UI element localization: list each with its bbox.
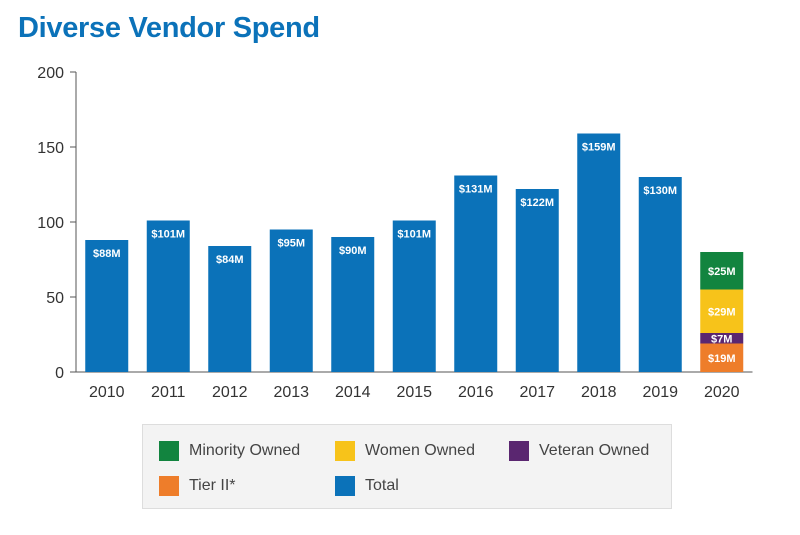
legend-item-minority-owned: Minority Owned — [159, 441, 300, 461]
x-tick-label: 2013 — [273, 384, 309, 401]
bar-total-2019 — [638, 177, 682, 372]
data-label: $90M — [339, 245, 367, 257]
legend-swatch-veteran-owned — [509, 441, 529, 461]
bar-total-2017 — [515, 189, 559, 372]
bar-minority-owned-2020 — [700, 252, 744, 290]
bar-total-2011 — [146, 220, 190, 372]
x-tick-label: 2019 — [642, 384, 678, 401]
x-tick-label: 2015 — [396, 384, 432, 401]
bar-tier-ii-2020 — [700, 343, 744, 372]
x-tick-label: 2016 — [458, 384, 494, 401]
data-label: $159M — [582, 142, 616, 154]
data-label: $19M — [708, 353, 736, 365]
x-tick-label: 2020 — [704, 384, 740, 401]
y-tick-label: 200 — [37, 65, 64, 82]
legend-swatch-minority-owned — [159, 441, 179, 461]
x-tick-label: 2010 — [89, 384, 125, 401]
bar-women-owned-2020 — [700, 289, 744, 333]
data-label: $88M — [93, 248, 121, 260]
legend-label-minority-owned: Minority Owned — [189, 442, 301, 459]
data-label: $130M — [643, 185, 677, 197]
bar-total-2018 — [577, 133, 621, 372]
x-tick-label: 2018 — [581, 384, 617, 401]
bar-total-2016 — [454, 175, 498, 372]
data-label: $84M — [216, 254, 244, 266]
x-tick-label: 2012 — [212, 384, 248, 401]
x-tick-label: 2011 — [151, 384, 186, 401]
data-label: $95M — [277, 238, 305, 250]
x-tick-label: 2017 — [519, 384, 555, 401]
legend-label-veteran-owned: Veteran Owned — [539, 442, 650, 459]
data-label: $101M — [397, 229, 431, 241]
legend-item-women-owned: Women Owned — [335, 441, 475, 461]
legend-swatch-total — [335, 476, 355, 496]
y-tick-label: 0 — [55, 365, 64, 382]
legend-swatch-tier-ii — [159, 476, 179, 496]
y-tick-label: 100 — [37, 215, 64, 232]
bar-chart: 0 50 100 150 200 2010 2011 2012 2013 2014 2015 2016… — [37, 65, 753, 401]
legend-swatch-women-owned — [335, 441, 355, 461]
legend-label-total: Total — [365, 477, 399, 494]
bar-total-2012 — [208, 246, 252, 372]
data-label: $29M — [708, 306, 736, 318]
legend-item-veteran-owned: Veteran Owned — [509, 441, 649, 461]
legend-item-tier-ii: Tier II* — [159, 476, 236, 496]
legend-label-women-owned: Women Owned — [365, 442, 475, 459]
legend-item-total: Total — [335, 476, 399, 496]
bar-total-2010 — [85, 240, 129, 372]
legend-label-tier-ii: Tier II* — [189, 477, 236, 494]
bar-total-2013 — [269, 229, 313, 372]
data-label: $122M — [520, 197, 554, 209]
bar-total-2014 — [331, 237, 375, 372]
chart-title: Diverse Vendor Spend — [18, 12, 320, 44]
legend: Minority Owned Women Owned Veteran Owned… — [142, 424, 672, 509]
y-tick-label: 50 — [46, 290, 64, 307]
bar-veteran-owned-2020 — [700, 333, 744, 344]
data-label: $131M — [459, 184, 493, 196]
y-tick-label: 150 — [37, 140, 64, 157]
x-tick-label: 2014 — [335, 384, 371, 401]
data-label: $101M — [151, 229, 185, 241]
data-label: $7M — [711, 333, 732, 345]
data-label: $25M — [708, 266, 736, 278]
bar-total-2015 — [392, 220, 436, 372]
